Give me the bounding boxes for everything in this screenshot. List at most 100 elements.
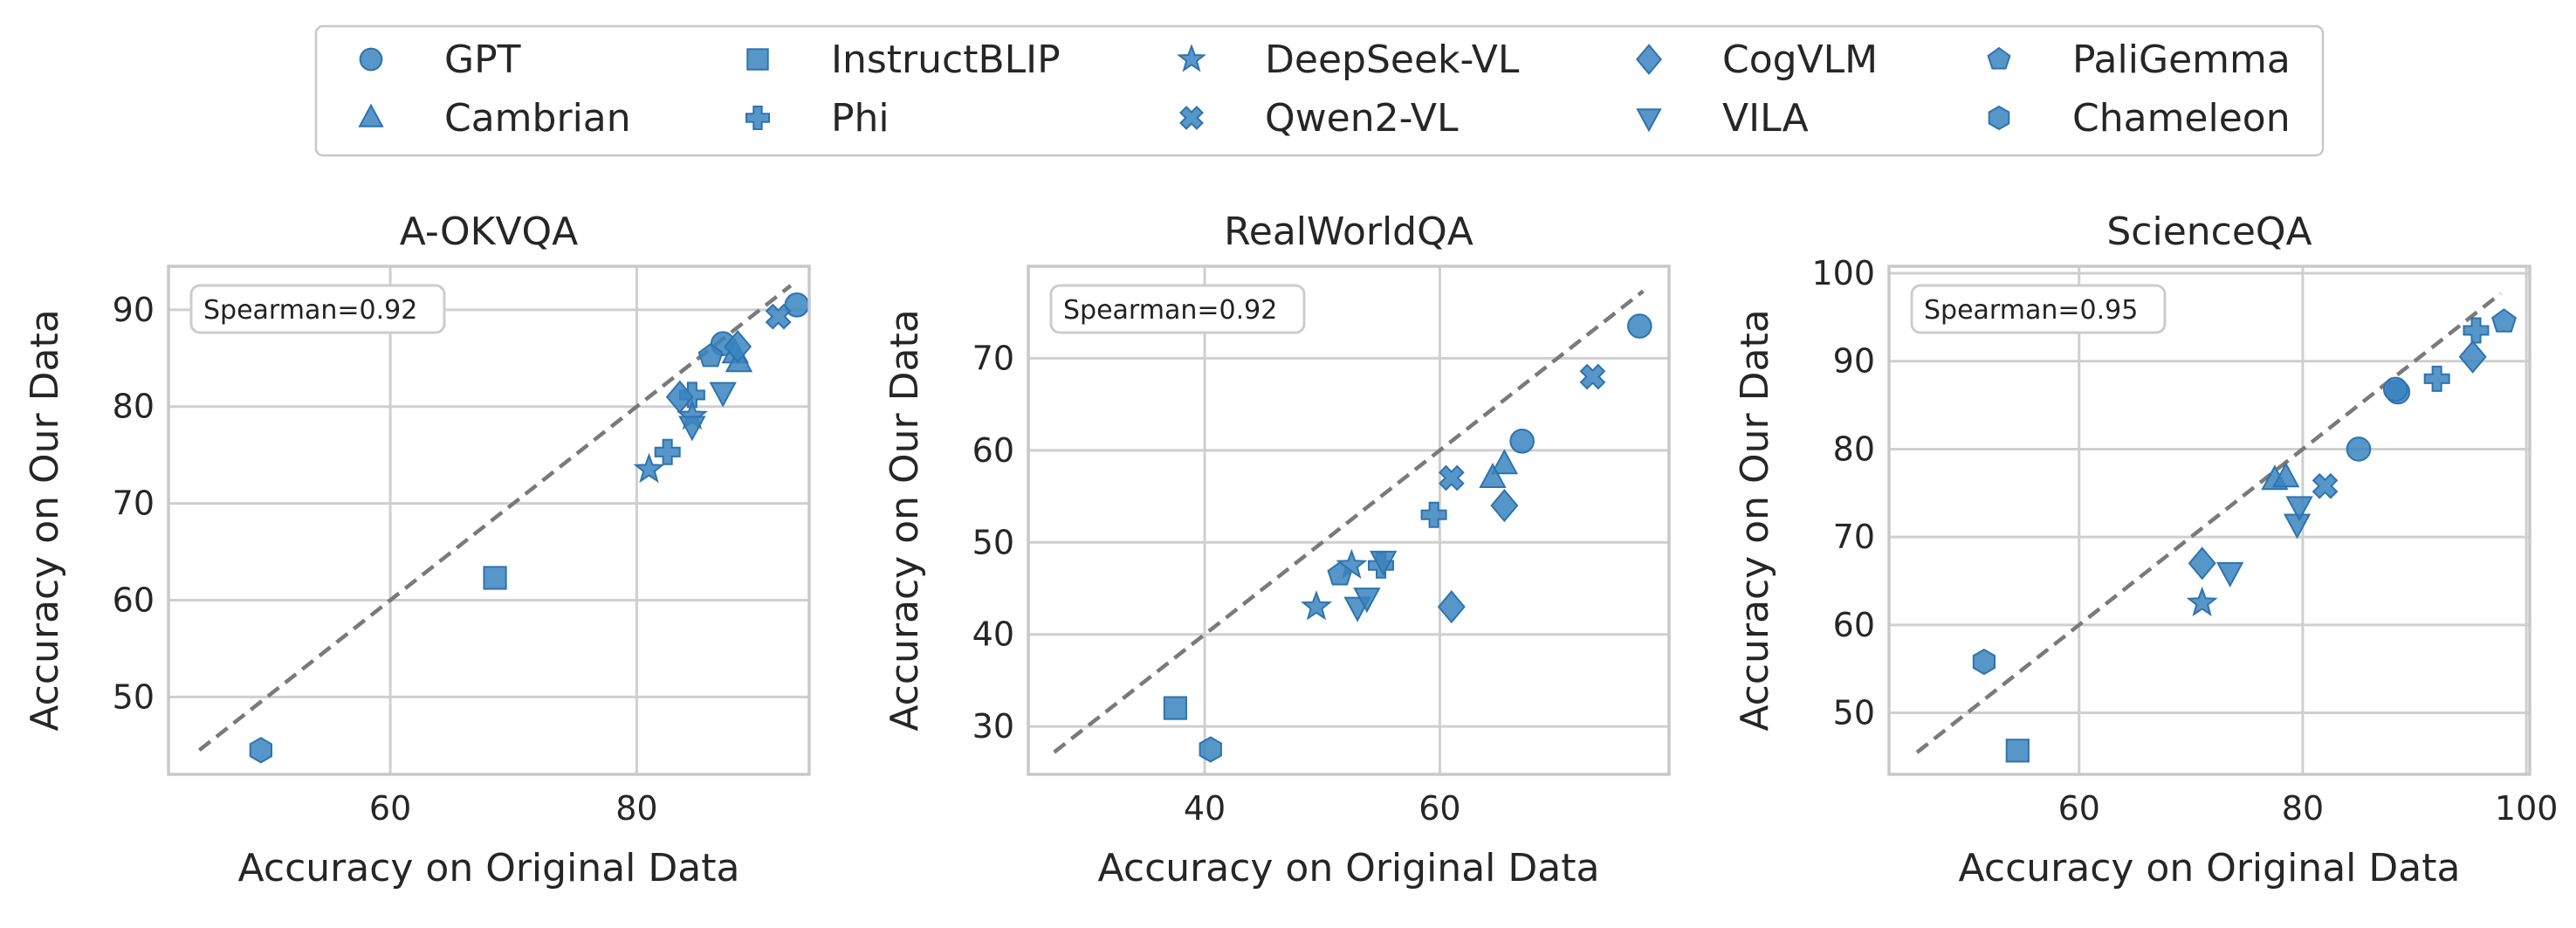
data-point-qwen2-vl — [1438, 464, 1465, 491]
annotation-box — [1910, 284, 2167, 334]
y-tick-label: 30 — [972, 707, 1014, 746]
y-tick-label: 60 — [1833, 606, 1875, 644]
data-point-deepseek-vl — [2186, 586, 2218, 617]
y-tick-label: 80 — [113, 388, 155, 426]
data-point-qwen2-vl — [1579, 363, 1606, 390]
data-point-qwen2-vl — [765, 303, 792, 330]
data-point-gpt — [1509, 429, 1535, 454]
data-point-vila — [1370, 550, 1398, 576]
annotation-box — [1049, 284, 1306, 334]
data-point-deepseek-vl — [633, 452, 665, 484]
legend-entry-phi: Phi — [745, 96, 890, 141]
legend-entry-paligemma: PaliGemma — [1987, 38, 2291, 82]
legend-label: GPT — [444, 38, 521, 82]
data-point-cogvlm — [2458, 340, 2487, 374]
data-point-qwen2-vl — [2312, 472, 2339, 499]
data-point-gpt — [1627, 313, 1652, 339]
panel-title: RealWorldQA — [1224, 210, 1473, 254]
data-point-cogvlm — [724, 329, 752, 364]
y-tick-label: 70 — [113, 485, 155, 523]
spearman-annotation: Spearman=0.92 — [189, 284, 446, 334]
identity-line — [197, 284, 793, 753]
data-point-vila — [1353, 588, 1381, 614]
legend-entry-vila: VILA — [1636, 96, 1809, 141]
y-axis-label: Accuracy on Our Data — [883, 309, 927, 731]
panel-title: ScienceQA — [2106, 210, 2312, 254]
data-point-vila — [678, 416, 706, 442]
x-axis-label: Accuracy on Original Data — [1959, 846, 2461, 890]
y-tick-label: 50 — [972, 523, 1014, 561]
legend-marker-deepseek-vl-icon — [1177, 44, 1206, 72]
plot-frame — [1027, 265, 1671, 776]
data-point-phi — [654, 438, 681, 465]
x-tick-label: 40 — [1184, 789, 1226, 828]
x-tick-label: 100 — [2495, 789, 2559, 828]
y-axis-label: Accuracy on Our Data — [1733, 309, 1777, 731]
data-point-deepseek-vl — [1300, 590, 1333, 621]
data-point-cambrian — [2272, 462, 2300, 488]
y-tick-label: 60 — [972, 431, 1014, 470]
plot-frame — [167, 265, 811, 776]
x-tick-label: 60 — [1419, 789, 1460, 828]
y-tick-label: 70 — [1833, 518, 1875, 556]
legend-label: VILA — [1722, 96, 1809, 141]
identity-line — [1915, 292, 2503, 754]
legend-entry-cogvlm: CogVLM — [1635, 38, 1878, 82]
data-point-phi — [1420, 501, 1447, 528]
legend-label: PaliGemma — [2072, 38, 2291, 82]
legend-marker-cogvlm-icon — [1635, 44, 1663, 75]
legend-entry-cambrian: Cambrian — [358, 96, 631, 141]
data-point-instructblip — [483, 566, 507, 590]
panel-title: A-OKVQA — [400, 210, 579, 254]
legend-marker-chameleon-icon — [1988, 105, 2010, 131]
y-tick-label: 50 — [113, 677, 155, 716]
y-tick-label: 60 — [113, 581, 155, 619]
data-point-vila — [2216, 561, 2244, 588]
y-tick-label: 90 — [113, 291, 155, 329]
data-point-instructblip — [2005, 739, 2030, 763]
data-point-chameleon — [1199, 736, 1222, 763]
legend-label: Chameleon — [2072, 96, 2291, 141]
annotation-text: Spearman=0.92 — [203, 295, 417, 326]
data-point-paligemma — [2491, 308, 2518, 333]
y-tick-label: 90 — [1833, 342, 1875, 381]
legend-marker-vila-icon — [1636, 108, 1662, 133]
data-point-paligemma — [1327, 560, 1353, 586]
y-tick-label: 70 — [972, 339, 1014, 377]
legend-label: CogVLM — [1722, 38, 1878, 82]
chart-panel-a-okvqa: 60 80 50 60 70 80 90 A-OKVQA Accuracy on Origina… — [23, 210, 811, 890]
data-point-instructblip — [1163, 696, 1187, 720]
legend: GPT Cambrian InstructBLIP Phi DeepSeek-VL Qwe… — [314, 24, 2325, 157]
x-tick-label: 60 — [2058, 789, 2100, 828]
annotation-box — [189, 284, 446, 334]
legend-marker-cambrian-icon — [358, 103, 384, 127]
y-tick-label: 100 — [1811, 254, 1875, 292]
data-point-vila — [2285, 496, 2313, 522]
annotation-text: Spearman=0.95 — [1924, 295, 2138, 326]
data-point-cogvlm — [1437, 590, 1466, 624]
chart-panel-scienceqa: 60 80 100 50 60 70 80 90 100 ScienceQA Accuracy on… — [1733, 210, 2558, 890]
legend-entry-deepseek-vl: DeepSeek-VL — [1177, 38, 1520, 82]
legend-frame — [314, 24, 2325, 157]
x-tick-label: 60 — [369, 789, 411, 828]
data-point-cogvlm — [2188, 546, 2216, 581]
x-tick-label: 80 — [2282, 789, 2324, 828]
legend-label: Cambrian — [444, 96, 631, 141]
data-point-chameleon — [1972, 648, 1996, 676]
legend-marker-instructblip-icon — [746, 48, 769, 71]
data-point-gpt — [2382, 376, 2408, 402]
legend-label: DeepSeek-VL — [1265, 38, 1520, 82]
legend-entry-qwen2-vl: Qwen2-VL — [1179, 96, 1459, 141]
legend-entry-instructblip: InstructBLIP — [746, 38, 1061, 82]
data-point-paligemma — [697, 342, 724, 368]
data-point-vila — [709, 382, 737, 408]
legend-label: Qwen2-VL — [1265, 96, 1459, 141]
legend-marker-gpt-icon — [359, 47, 383, 72]
identity-line — [1053, 289, 1645, 754]
data-point-cogvlm — [1490, 489, 1519, 523]
legend-entry-chameleon: Chameleon — [1988, 96, 2291, 141]
data-point-cambrian — [1479, 462, 1507, 488]
chart-panel-realworldqa: 40 60 30 40 50 60 70 RealWorldQA Accuracy on Ori… — [883, 210, 1671, 890]
data-point-phi — [2463, 317, 2490, 344]
